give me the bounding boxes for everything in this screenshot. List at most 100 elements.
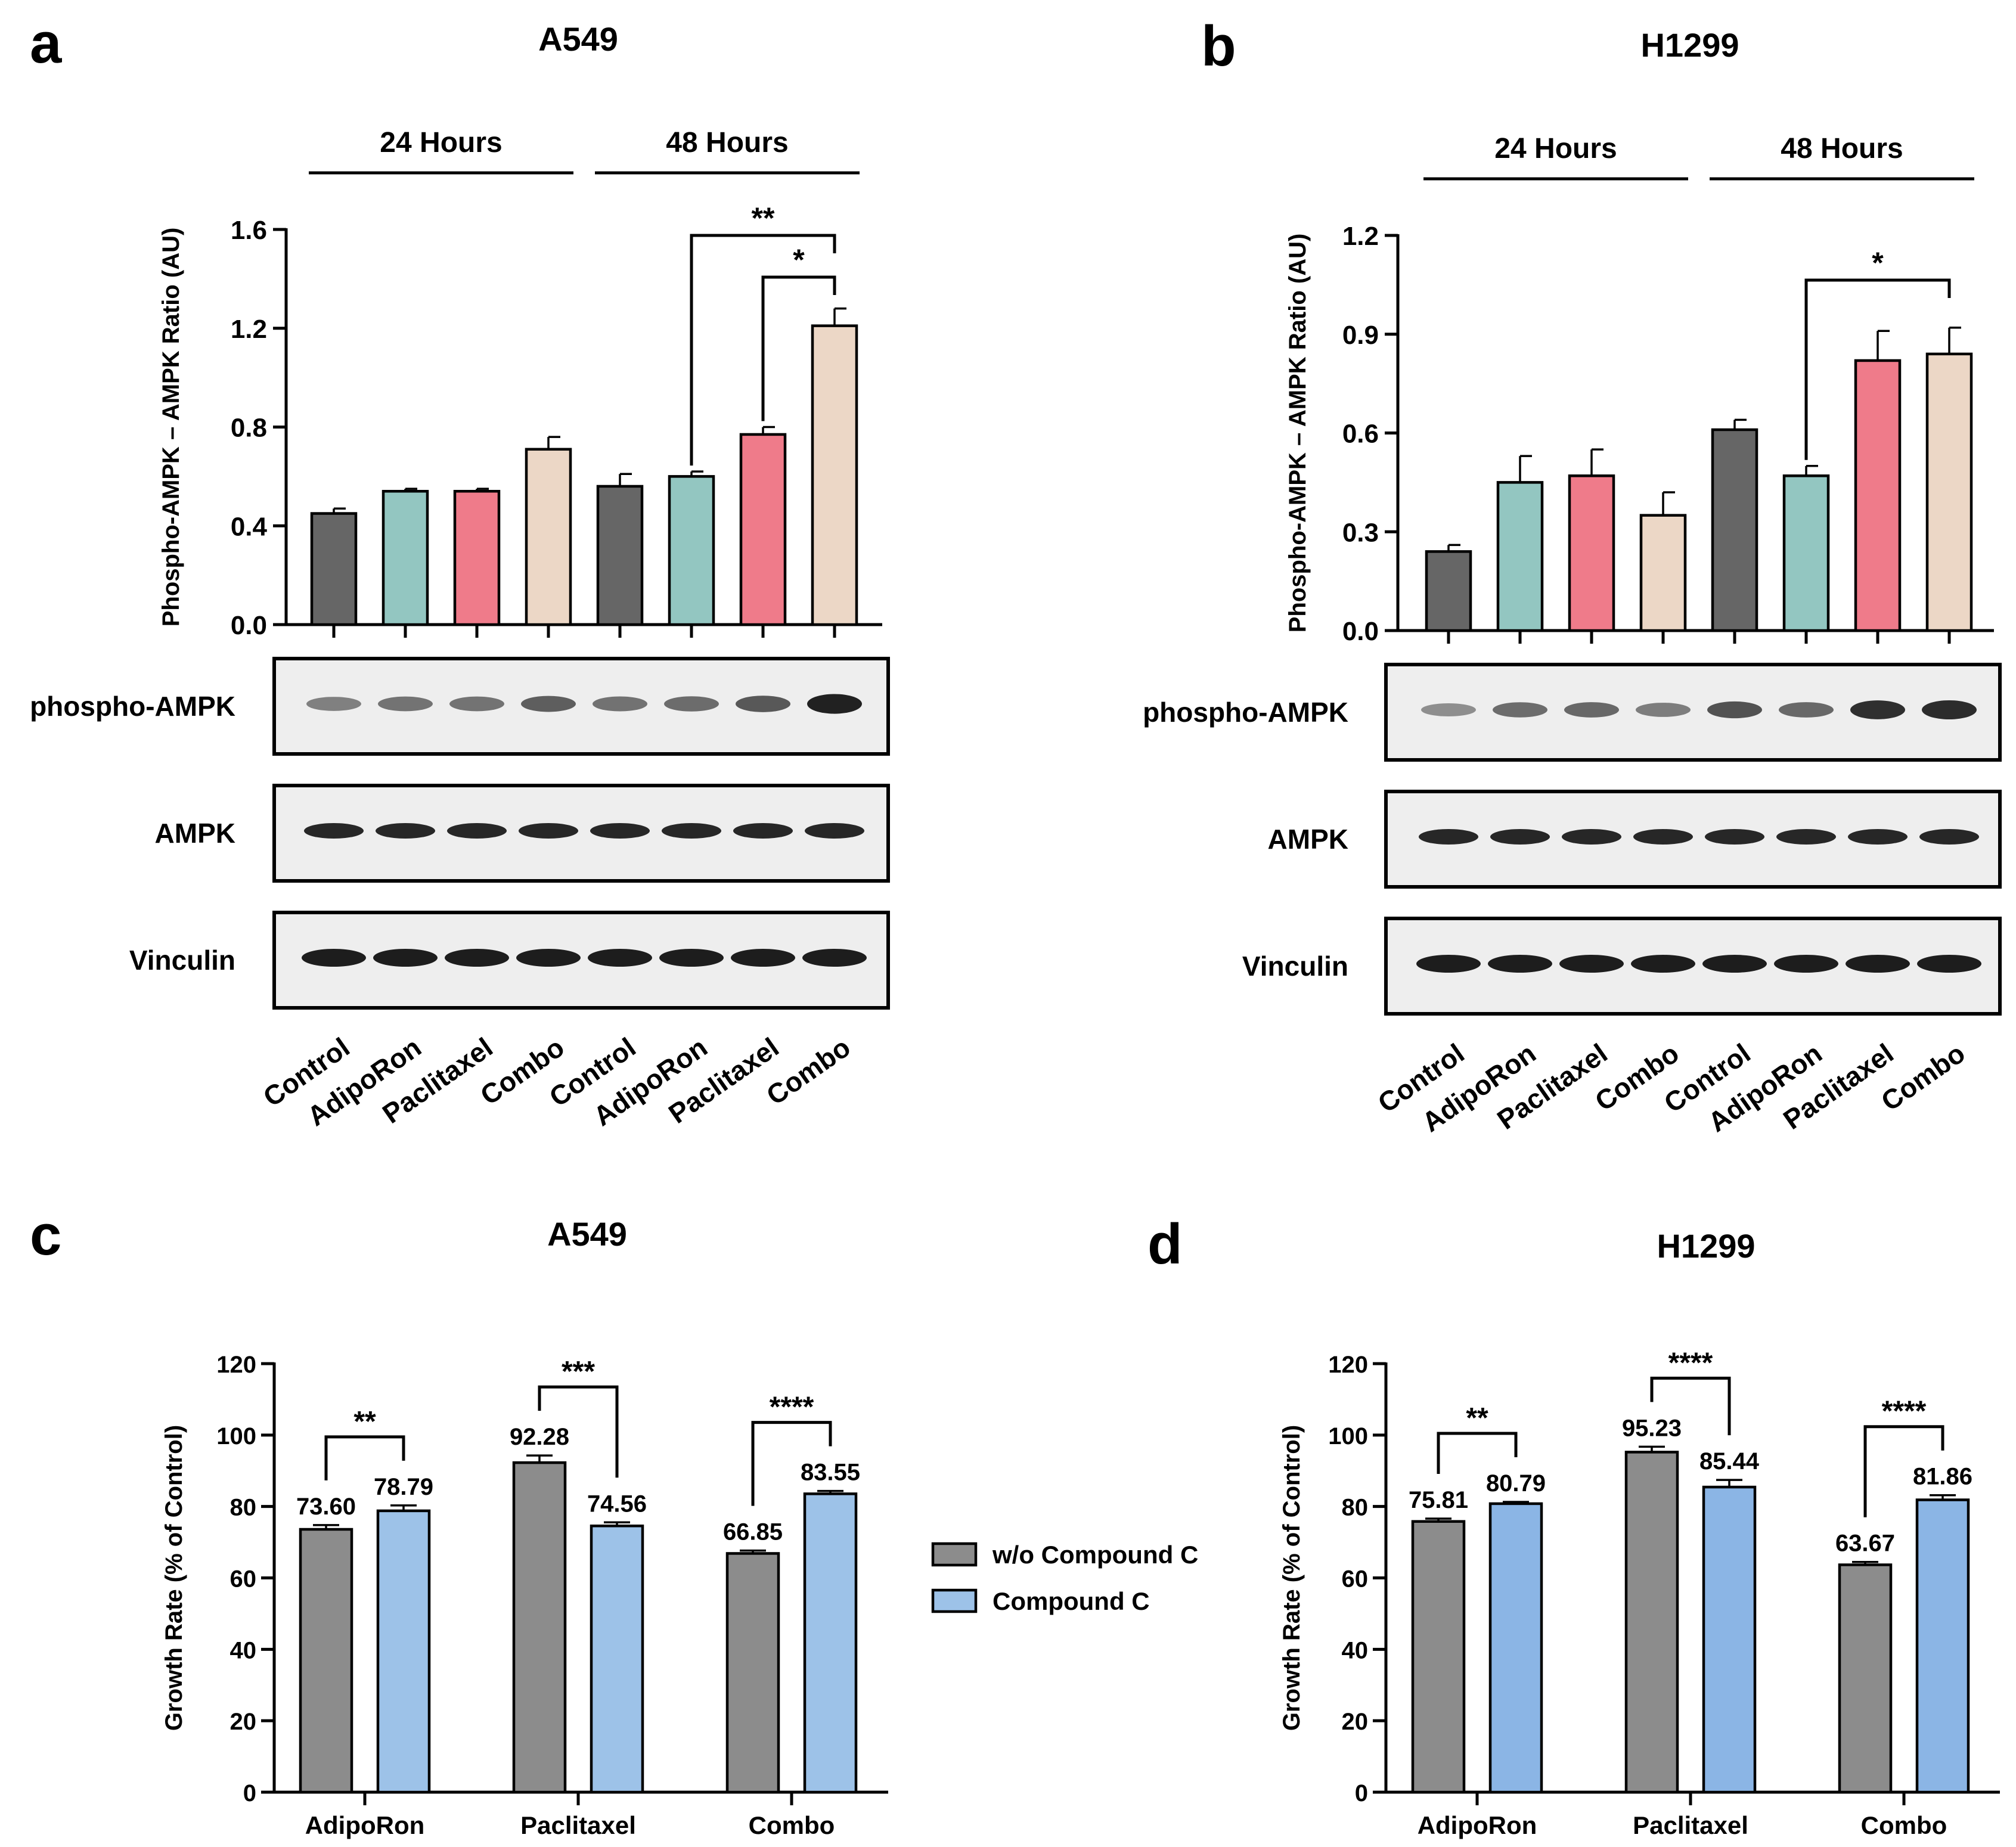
- blot-band: [807, 694, 862, 714]
- panel-b: b H1299 24 Hours 48 Hours 0.0 0.3 0.6 0.9 1.2 Ph…: [1143, 14, 2002, 1138]
- blot-band: [1633, 829, 1693, 845]
- blot-band: [736, 696, 790, 712]
- blot-band: [1917, 955, 1981, 973]
- data-label: 85.44: [1699, 1448, 1760, 1475]
- blot-band: [1421, 703, 1476, 716]
- bar: [1488, 1502, 1543, 1794]
- legend-swatch: [931, 1542, 978, 1567]
- bar: [1838, 1563, 1893, 1794]
- bar: [299, 1528, 353, 1794]
- bar: [453, 489, 501, 626]
- bar: [803, 1492, 858, 1794]
- period-label: 24 Hours: [1494, 133, 1617, 164]
- blot-band: [1919, 829, 1979, 845]
- blot-panel: [272, 657, 890, 756]
- y-tick-label: 0.6: [1342, 420, 1379, 449]
- panel-letter: a: [30, 11, 62, 75]
- blot-panel: [1384, 790, 2002, 889]
- significance-bracket: [761, 275, 836, 421]
- blot-band: [1559, 955, 1624, 973]
- data-label: 83.55: [801, 1460, 860, 1486]
- bar: [739, 433, 787, 626]
- significance-label: **: [353, 1406, 376, 1438]
- blot-band: [1707, 701, 1762, 719]
- blot-band: [376, 823, 435, 839]
- blot-band: [1846, 955, 1910, 973]
- blot-band: [373, 949, 438, 967]
- significance-label: ****: [1882, 1396, 1927, 1427]
- blot-band: [1774, 955, 1838, 973]
- blot-band: [1488, 955, 1552, 973]
- period-label: 48 Hours: [1781, 133, 1903, 164]
- legend-label: w/o Compound C: [992, 1541, 1198, 1569]
- y-tick-label: 0.3: [1342, 518, 1379, 547]
- period-label: 24 Hours: [380, 127, 502, 159]
- chart-title: A549: [538, 20, 618, 58]
- y-tick-label: 0.9: [1342, 321, 1379, 350]
- significance-label: *: [1872, 246, 1884, 280]
- data-label: 95.23: [1622, 1415, 1682, 1441]
- data-label: 63.67: [1835, 1531, 1895, 1557]
- y-tick-label: 80: [230, 1495, 257, 1521]
- bar: [725, 1552, 780, 1794]
- bar: [525, 448, 572, 626]
- blot-band: [516, 949, 581, 967]
- panel-a: a A549 24 Hours 48 Hours 0.0 0.4 0.8 1.2 1.6 Pho…: [30, 11, 890, 1132]
- blot-band: [1562, 829, 1621, 845]
- blot-band: [1705, 829, 1764, 845]
- significance-bracket: [751, 1421, 832, 1506]
- significance-label: **: [752, 201, 775, 235]
- bar: [310, 512, 358, 626]
- bar: [1425, 550, 1472, 632]
- significance-bracket: [1863, 1425, 1944, 1517]
- significance-label: ****: [770, 1392, 814, 1423]
- y-axis-label: Growth Rate (% of Control): [1279, 1425, 1305, 1731]
- significance-label: *: [793, 243, 805, 277]
- y-axis-label: Phospho-AMPK – AMPK Ratio (AU): [1285, 234, 1311, 633]
- blot-band: [659, 949, 724, 967]
- blot-panel: [1384, 663, 2002, 762]
- blot-band: [1416, 955, 1481, 973]
- bar: [596, 485, 644, 626]
- y-tick-label: 100: [1328, 1423, 1368, 1449]
- category-label: Paclitaxel: [520, 1811, 636, 1839]
- bar: [1915, 1498, 1970, 1794]
- bar: [382, 489, 429, 626]
- bar: [1639, 514, 1687, 632]
- bar: [668, 475, 715, 626]
- chart-title: H1299: [1657, 1227, 1755, 1265]
- blot-band: [378, 696, 433, 712]
- blot-band: [1848, 829, 1908, 845]
- bar: [1782, 474, 1830, 632]
- y-axis-label: Growth Rate (% of Control): [161, 1425, 187, 1731]
- bar: [1568, 474, 1615, 632]
- significance-bracket: [1650, 1376, 1731, 1436]
- blot-label: phospho-AMPK: [1143, 697, 1348, 728]
- category-label: AdipoRon: [1418, 1811, 1537, 1839]
- y-tick-label: 0.4: [231, 512, 268, 541]
- y-tick-label: 0: [1355, 1780, 1368, 1806]
- panel-letter: b: [1201, 14, 1236, 78]
- y-axis-label: Phospho-AMPK – AMPK Ratio (AU): [158, 228, 184, 627]
- data-label: 80.79: [1486, 1470, 1546, 1497]
- significance-bracket: [1804, 278, 1951, 460]
- category-label: Combo: [761, 1032, 856, 1111]
- legend: w/o Compound C Compound C: [931, 1541, 1198, 1615]
- y-tick-label: 40: [1342, 1637, 1369, 1663]
- y-tick-label: 0.0: [1342, 617, 1379, 646]
- blot-band: [731, 949, 795, 967]
- data-label: 78.79: [374, 1474, 433, 1500]
- blot-band: [519, 823, 578, 839]
- panel-d: d H1299 0 20 40 60 80 100 120 Growth Rate (% of …: [1147, 1212, 2000, 1839]
- data-label: 66.85: [723, 1519, 783, 1545]
- data-label: 75.81: [1409, 1487, 1468, 1513]
- blot-panel: [272, 911, 890, 1010]
- blot-band: [802, 949, 867, 967]
- blot-band: [1631, 955, 1695, 973]
- blot-band: [447, 823, 507, 839]
- bar: [1411, 1520, 1466, 1794]
- significance-label: **: [1466, 1402, 1488, 1434]
- blot-band: [662, 823, 721, 839]
- panel-c: c A549 0 20 40 60 80 100 120 Growth Rate (% of C…: [30, 1203, 888, 1839]
- data-label: 81.86: [1913, 1464, 1972, 1490]
